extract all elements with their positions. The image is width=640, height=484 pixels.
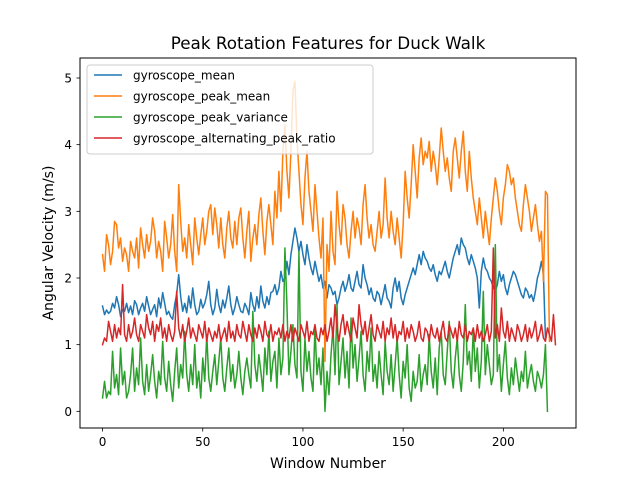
y-tick-label-2: 2 (64, 272, 72, 286)
legend-label-2: gyroscope_peak_variance (133, 111, 288, 125)
y-tick-label-4: 4 (64, 138, 72, 152)
legend-label-3: gyroscope_alternating_peak_ratio (133, 132, 336, 146)
y-tick-label-5: 5 (64, 72, 72, 86)
legend: gyroscope_mean gyroscope_peak_meangyrosco… (86, 64, 374, 155)
series-line-1 (101, 80, 551, 363)
x-tick-label-2: 100 (291, 435, 314, 449)
y-tick-label-3: 3 (64, 205, 72, 219)
plot-area-frame (79, 57, 577, 429)
legend-label-1: gyroscope_peak_mean (133, 90, 270, 104)
y-tick-label-1: 1 (64, 338, 72, 352)
x-axis-label: Window Number (270, 456, 386, 472)
series-line-3 (101, 247, 557, 346)
legend-box (86, 64, 374, 155)
chart-title: Peak Rotation Features for Duck Walk (171, 33, 486, 53)
x-tick-label-4: 200 (492, 435, 515, 449)
series-layer (101, 80, 557, 413)
y-tick-label-0: 0 (64, 405, 72, 419)
y-axis-label: Angular Velocity (m/s) (41, 166, 57, 321)
x-tick-label-3: 150 (392, 435, 415, 449)
x-tick-label-1: 50 (195, 435, 210, 449)
legend-label-0: gyroscope_mean (133, 69, 235, 83)
axes-layer: 0 50 100 150 200 0 1 2 3 4 5 (64, 72, 514, 450)
x-tick-label-0: 0 (99, 435, 107, 449)
legend-items: gyroscope_mean gyroscope_peak_meangyrosco… (94, 69, 336, 146)
